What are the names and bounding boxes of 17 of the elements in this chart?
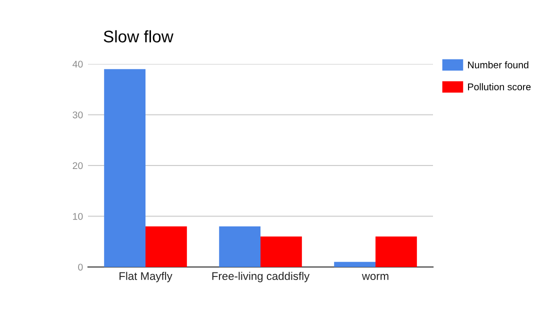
bar	[376, 236, 417, 267]
y-tick-label: 0	[78, 264, 83, 271]
bar	[104, 69, 146, 267]
x-tick-label: worm	[362, 274, 388, 280]
legend-label: Pollution score	[468, 83, 531, 90]
x-tick-label: Flat Mayfly	[120, 272, 172, 282]
chart-title: Slow flow	[104, 30, 174, 42]
legend-label: Number found	[468, 61, 528, 68]
bar	[146, 226, 187, 267]
bar	[260, 236, 302, 267]
y-tick-label: 10	[73, 212, 83, 220]
y-tick-label: 40	[72, 60, 83, 68]
y-tick-label: 20	[72, 162, 83, 170]
y-tick-label: 30	[72, 111, 83, 118]
x-tick-label: Free-living caddisfly	[212, 272, 310, 282]
bar	[219, 226, 260, 267]
bar	[334, 262, 376, 267]
